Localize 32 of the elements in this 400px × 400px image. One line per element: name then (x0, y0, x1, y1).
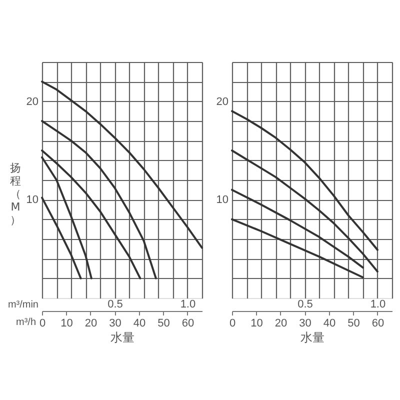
x-tick-label: 10 (250, 318, 263, 330)
x-tick-label: 10 (60, 318, 73, 330)
x2-tick-label: 0.5 (298, 298, 313, 310)
x-tick-label: 40 (133, 318, 146, 330)
x-tick-label: 60 (372, 318, 384, 330)
x-tick-label: 20 (84, 318, 98, 330)
x-tick-label: 20 (274, 318, 288, 330)
x-tick-label: 30 (299, 318, 312, 330)
line-series (231, 110, 378, 251)
x-tick-label: 30 (109, 318, 122, 330)
y-axis-title: 扬程（M） (10, 162, 21, 226)
line-series (41, 196, 82, 280)
line-series (41, 120, 157, 280)
x-axis-title: 水量 (110, 330, 134, 344)
x2-tick-label: 0.5 (108, 298, 123, 310)
line-series (41, 80, 203, 249)
x2-axis-title: m³/min (8, 300, 38, 310)
x-tick-label: 50 (348, 318, 360, 330)
line-series (231, 188, 364, 269)
x2-tick-label: 1.0 (180, 298, 196, 310)
x-tick-label: 0 (229, 318, 236, 330)
x-tick-label: 60 (182, 318, 194, 330)
x2-tick-label: 1.0 (370, 298, 386, 310)
x-axis-title: 水量 (300, 330, 324, 344)
line-series (41, 156, 92, 280)
x-tick-label: 40 (323, 318, 336, 330)
x-tick-label: 50 (158, 318, 170, 330)
line-series (231, 218, 364, 278)
line-series (41, 150, 142, 280)
x-tick-label: 0 (39, 318, 46, 330)
line-series (231, 150, 378, 272)
text: m³/h (16, 317, 36, 328)
